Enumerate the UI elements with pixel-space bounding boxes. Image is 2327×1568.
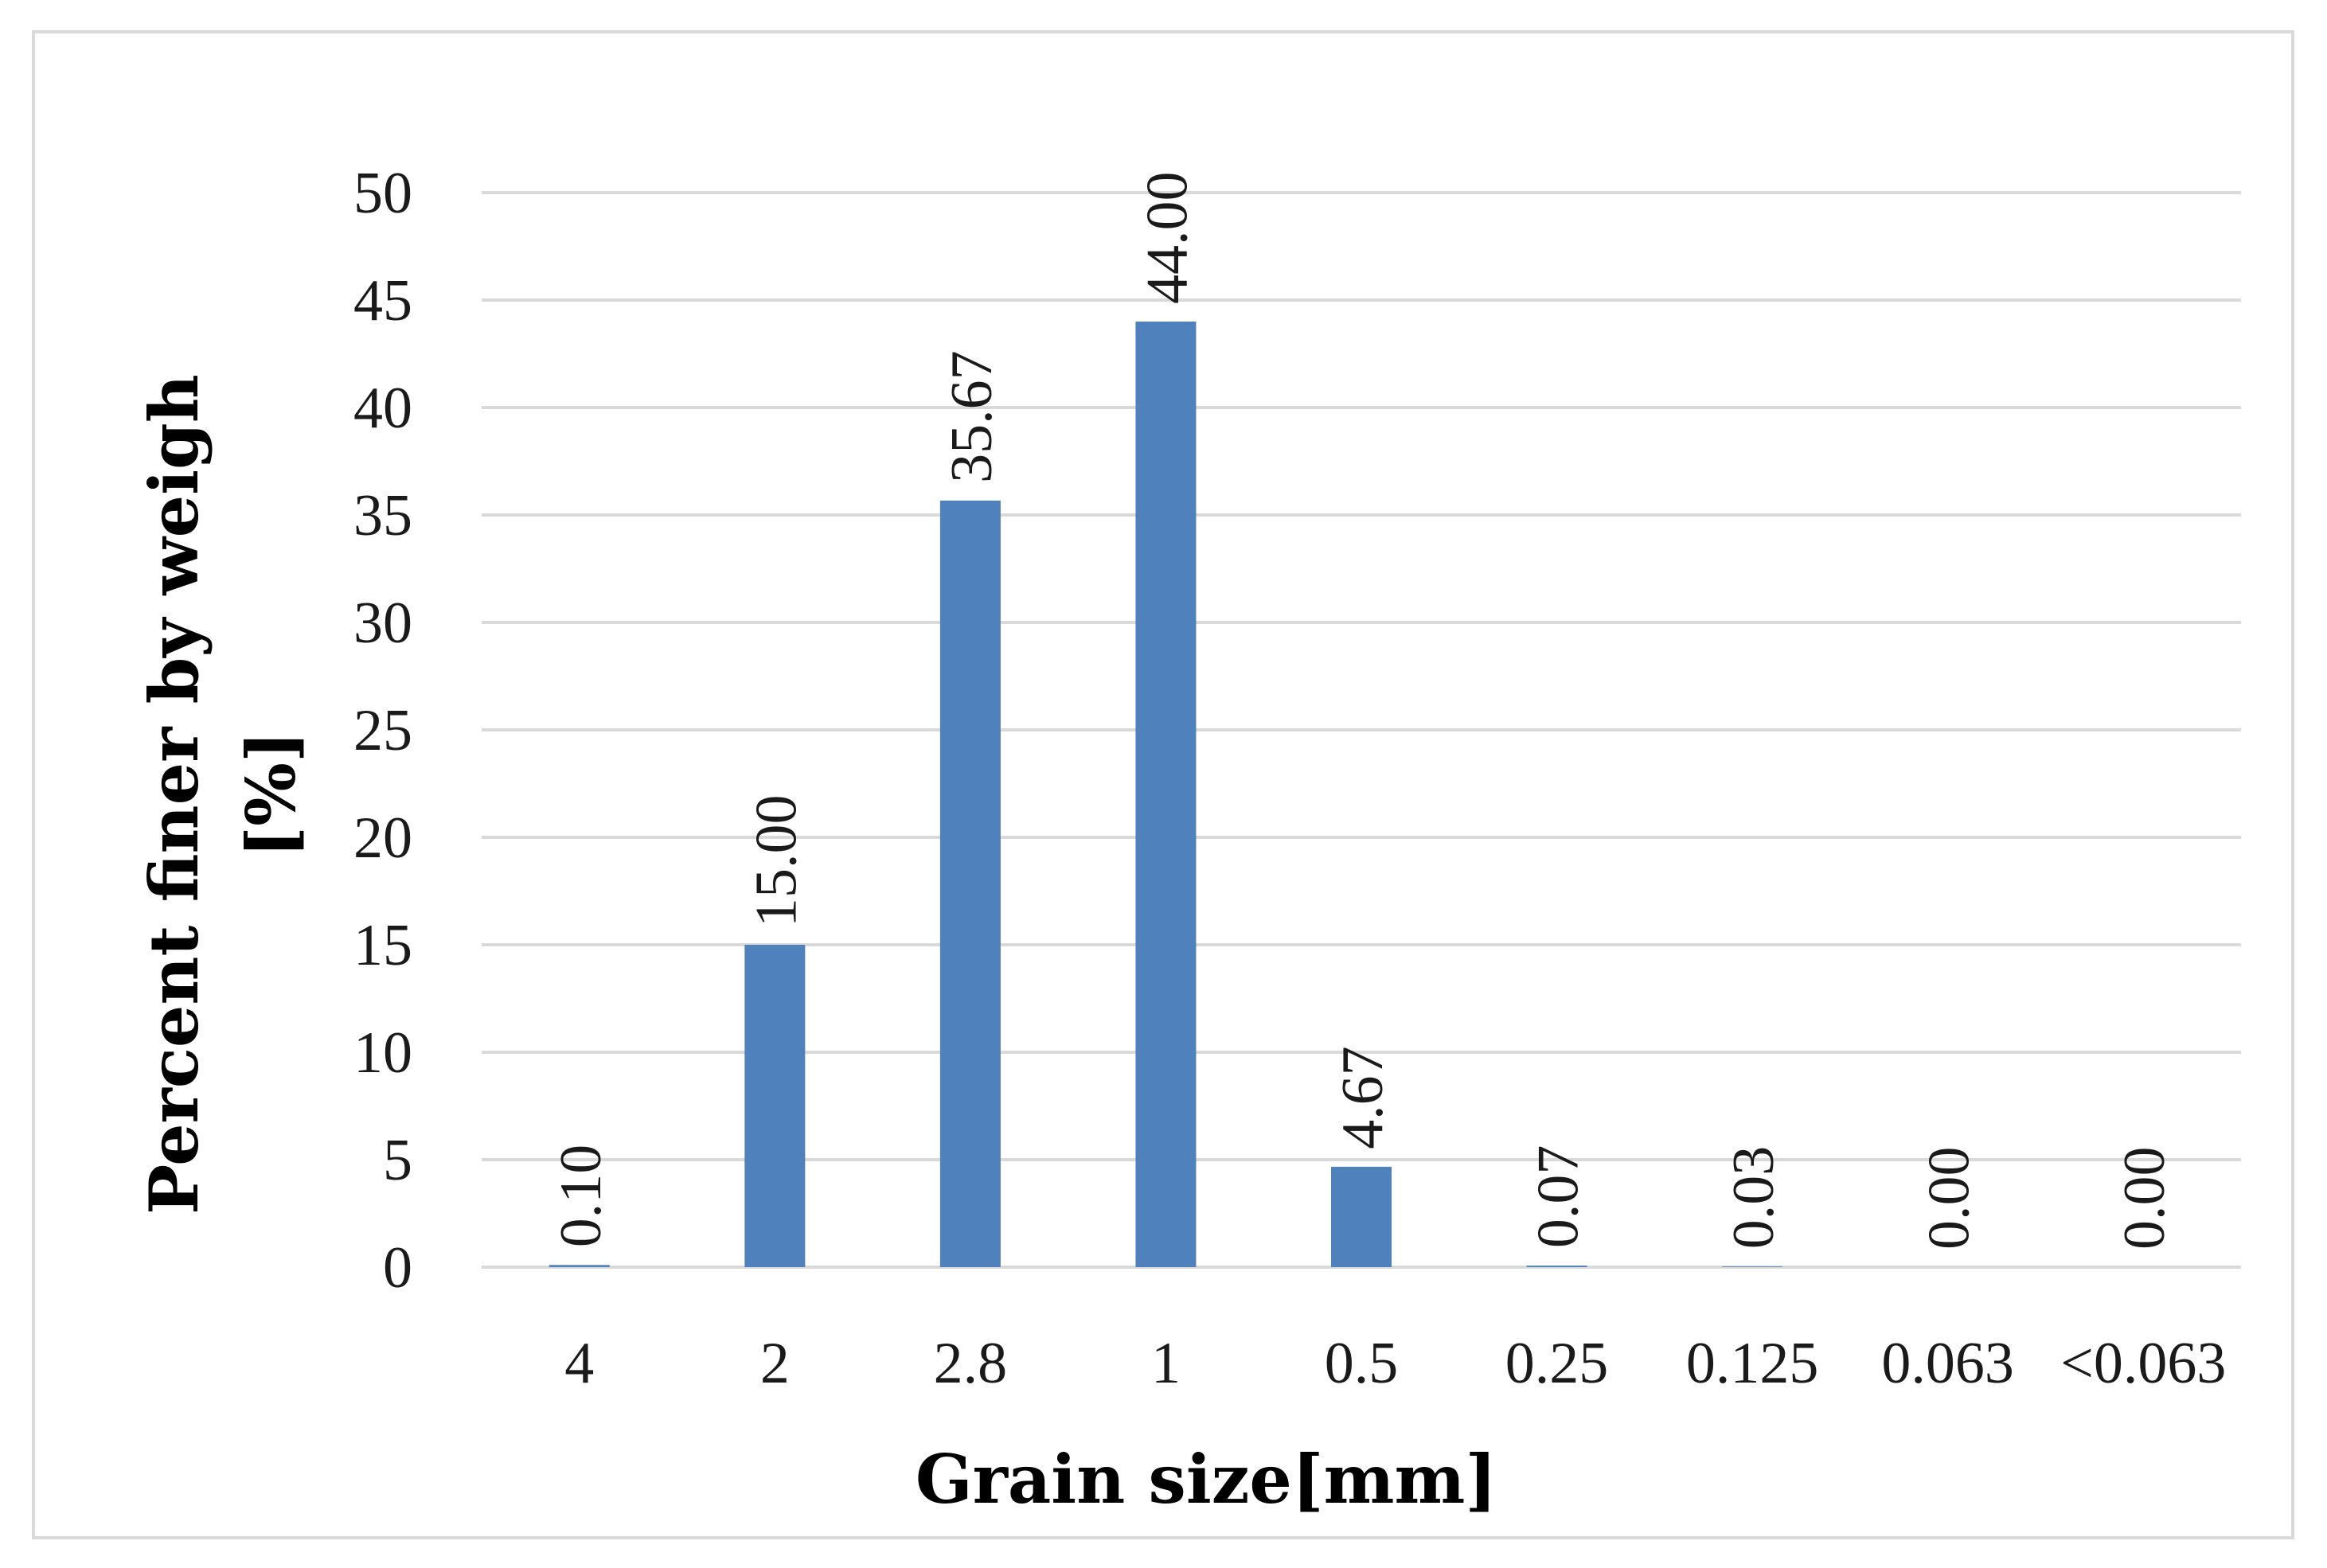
data-label-1: 15.00 — [744, 795, 809, 927]
x-tick-label: 4 — [564, 1331, 594, 1396]
y-axis-ticks: 0 5 10 15 20 25 30 35 40 45 50 — [353, 161, 412, 1301]
data-label-3: 44.00 — [1134, 172, 1200, 305]
data-label-2: 35.67 — [939, 350, 1005, 483]
y-tick-label: 35 — [353, 483, 412, 548]
y-axis-title: Percent finer by weigh [%] — [135, 374, 310, 1215]
bars — [549, 322, 1783, 1267]
y-tick-label: 40 — [353, 376, 412, 441]
y-tick-label: 5 — [383, 1128, 412, 1193]
x-tick-label: 2 — [760, 1331, 790, 1396]
x-tick-label: 0.125 — [1686, 1331, 1819, 1396]
bar-5 — [1526, 1266, 1587, 1267]
data-label-8: 0.00 — [2112, 1147, 2177, 1250]
x-tick-label: <0.063 — [2060, 1331, 2226, 1396]
y-tick-label: 0 — [383, 1235, 412, 1301]
y-tick-label: 25 — [353, 698, 412, 763]
data-labels: 0.10 15.00 35.67 44.00 4.67 0.07 0.03 0.00 0.00 — [549, 172, 2177, 1250]
data-label-7: 0.00 — [1917, 1147, 1982, 1250]
bar-4 — [1331, 1166, 1392, 1267]
x-axis-title: Grain size[mm] — [916, 1440, 1497, 1519]
data-label-5: 0.07 — [1526, 1145, 1591, 1249]
y-tick-label: 15 — [353, 913, 412, 978]
y-tick-label: 50 — [353, 161, 412, 226]
x-tick-label: 0.063 — [1881, 1331, 2014, 1396]
x-tick-label: 2.8 — [934, 1331, 1008, 1396]
bar-1 — [744, 945, 806, 1267]
x-tick-label: 0.25 — [1505, 1331, 1609, 1396]
bar-6 — [1722, 1266, 1783, 1267]
y-tick-label: 30 — [353, 591, 412, 656]
x-axis-ticks: 4 2 2.8 1 0.5 0.25 0.125 0.063 <0.063 — [564, 1331, 2226, 1396]
data-label-0: 0.10 — [549, 1145, 614, 1248]
bar-2 — [939, 500, 1001, 1267]
data-label-6: 0.03 — [1721, 1146, 1786, 1250]
bar-3 — [1135, 322, 1197, 1267]
data-label-4: 4.67 — [1330, 1046, 1396, 1149]
y-axis-title-line-2: [%] — [232, 731, 310, 857]
y-tick-label: 10 — [353, 1020, 412, 1086]
y-axis-title-line-1: Percent finer by weigh — [135, 374, 213, 1215]
x-tick-label: 1 — [1151, 1331, 1181, 1396]
x-tick-label: 0.5 — [1325, 1331, 1399, 1396]
y-tick-label: 45 — [353, 268, 412, 333]
y-tick-label: 20 — [353, 805, 412, 871]
bar-0 — [549, 1265, 610, 1267]
